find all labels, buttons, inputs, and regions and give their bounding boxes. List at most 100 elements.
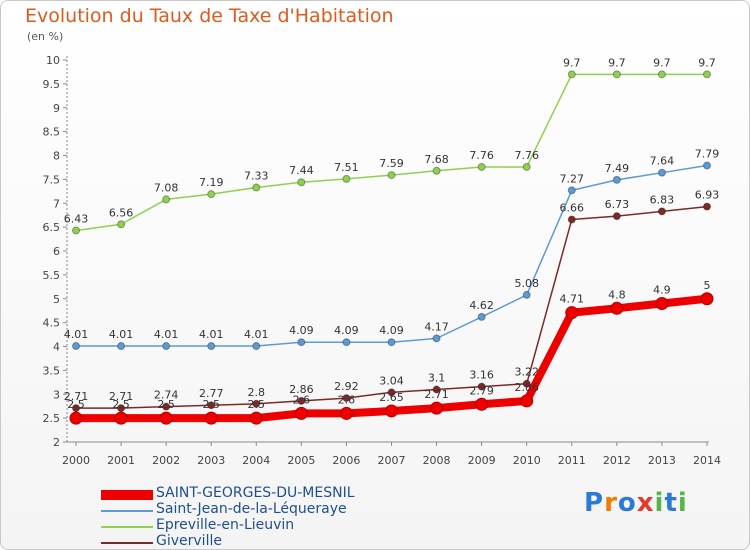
data-label: 7.59 (379, 157, 404, 170)
data-label: 4.09 (379, 324, 404, 337)
data-label: 3.16 (469, 369, 494, 382)
y-tick-label: 5 (53, 293, 60, 306)
y-tick-label: 3.5 (43, 364, 61, 377)
x-tick-label: 2007 (378, 454, 406, 467)
data-point (703, 70, 711, 79)
x-tick-label: 2009 (468, 454, 496, 467)
data-point (567, 186, 576, 195)
legend-item: Giverville (101, 533, 461, 549)
data-point (522, 290, 531, 299)
data-label: 4.09 (289, 324, 314, 337)
data-point (117, 342, 126, 351)
data-point (297, 396, 306, 405)
x-tick-label: 2003 (197, 454, 225, 467)
y-tick-label: 9 (53, 102, 60, 115)
data-point (207, 190, 216, 199)
data-label: 7.27 (560, 172, 585, 185)
data-label: 4.09 (334, 324, 359, 337)
data-point (522, 162, 531, 171)
data-label: 7.19 (199, 176, 224, 189)
legend-swatch (101, 526, 153, 528)
x-tick-label: 2004 (242, 454, 270, 467)
data-label: 9.7 (608, 56, 626, 69)
data-point (655, 297, 669, 311)
data-point (207, 342, 216, 351)
data-label: 5.08 (514, 277, 539, 290)
data-point (432, 166, 441, 175)
data-label: 2.86 (289, 383, 314, 396)
data-point (477, 312, 486, 321)
legend-swatch (101, 490, 153, 500)
chart-unit-label: (en %) (27, 30, 64, 43)
data-label: 4.9 (653, 284, 671, 297)
data-point (252, 399, 261, 408)
legend-item: Epreville-en-Lieuvin (101, 517, 461, 535)
data-label: 4.01 (109, 328, 134, 341)
x-tick-label: 2012 (603, 454, 631, 467)
y-tick-label: 6.5 (43, 221, 61, 234)
data-point (657, 168, 666, 177)
logo-letter: i (654, 488, 665, 518)
data-point (249, 411, 263, 425)
legend-label: Epreville-en-Lieuvin (156, 517, 295, 533)
data-point (612, 212, 621, 221)
data-point (700, 292, 714, 306)
data-label: 4.17 (424, 320, 449, 333)
data-label: 2.71 (109, 390, 134, 403)
data-point (69, 411, 83, 425)
data-label: 6.93 (695, 189, 720, 202)
data-point (72, 342, 80, 351)
logo-letter: P (584, 488, 605, 518)
legend-item: SAINT-GEORGES-DU-MESNIL (101, 485, 461, 503)
data-point (567, 70, 576, 79)
data-label: 6.73 (605, 198, 630, 211)
data-point (117, 220, 126, 229)
data-label: 6.83 (650, 193, 675, 206)
data-label: 4.8 (608, 288, 626, 301)
y-tick-label: 9.5 (43, 78, 61, 91)
logo-letter: r (604, 488, 618, 518)
data-label: 7.64 (650, 155, 675, 168)
legend-item: Saint-Jean-de-la-Léqueraye (101, 501, 461, 519)
y-tick-label: 3 (53, 388, 60, 401)
data-label: 2.6 (293, 393, 311, 406)
data-label: 4.62 (469, 299, 494, 312)
data-point (204, 411, 218, 425)
data-label: 3.22 (514, 366, 539, 379)
logo-letter: o (617, 488, 637, 518)
data-label: 4.01 (199, 328, 224, 341)
data-label: 2.92 (334, 380, 359, 393)
data-label: 4.01 (64, 328, 89, 341)
y-tick-label: 7 (53, 197, 60, 210)
data-label: 2.8 (248, 386, 266, 399)
data-point (162, 402, 171, 411)
y-tick-label: 2 (53, 436, 60, 449)
data-label: 7.51 (334, 161, 359, 174)
data-point (297, 338, 306, 347)
data-point (703, 161, 711, 170)
y-tick-label: 10 (46, 54, 60, 67)
data-point (387, 338, 396, 347)
data-label: 2.71 (64, 390, 89, 403)
data-label: 7.76 (469, 149, 494, 162)
data-point (385, 404, 398, 418)
data-point (475, 397, 489, 411)
data-label: 2.65 (379, 391, 404, 404)
data-point (72, 404, 80, 413)
data-label: 4.71 (560, 293, 585, 306)
data-label: 2.5 (202, 398, 220, 411)
data-label: 2.77 (199, 387, 224, 400)
data-label: 2.5 (112, 398, 130, 411)
x-tick-label: 2005 (287, 454, 315, 467)
legend-swatch (101, 542, 153, 544)
data-point (477, 382, 486, 391)
x-tick-label: 2008 (423, 454, 451, 467)
data-label: 2.5 (157, 398, 175, 411)
data-point (657, 207, 666, 216)
y-tick-label: 4 (53, 341, 60, 354)
logo-letter: t (664, 488, 678, 518)
data-label: 7.76 (514, 149, 539, 162)
x-tick-label: 2002 (152, 454, 180, 467)
